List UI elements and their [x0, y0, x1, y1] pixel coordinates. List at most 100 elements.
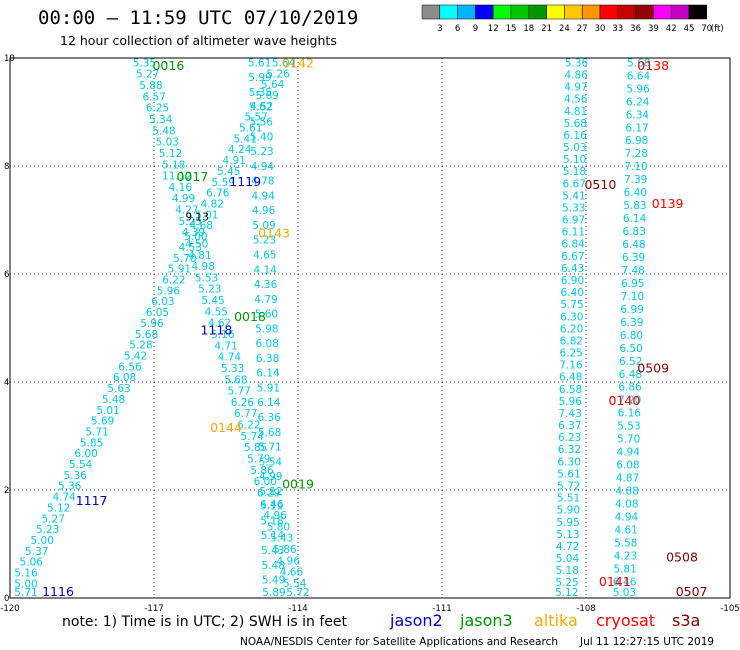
satellite-pass-label: 1117	[76, 493, 108, 508]
swh-value: 5.25	[178, 216, 201, 228]
swh-value: 4.96	[252, 205, 276, 217]
timestamp: Jul 11 12:27:15 UTC 2019	[579, 636, 714, 648]
swh-value: 5.00	[14, 578, 37, 590]
swh-value: 6.48	[622, 239, 645, 251]
colorbar-swatch	[421, 4, 441, 20]
swh-value: 6.16	[563, 130, 587, 142]
swh-value: 5.04	[556, 553, 580, 565]
swh-value: 5.13	[556, 529, 579, 541]
footnote: note: 1) Time is in UTC; 2) SWH is in fe…	[62, 614, 348, 630]
satellite-pass-label: 0508	[666, 550, 698, 565]
colorbar-label: 27	[577, 24, 588, 34]
swh-value: 5.45	[201, 295, 224, 307]
swh-value: 5.51	[557, 493, 580, 505]
swh-value: 4.55	[205, 306, 228, 318]
swh-value: 6.46	[260, 499, 284, 511]
swh-value: 5.75	[560, 299, 583, 311]
swh-value: 5.79	[247, 453, 270, 465]
swh-value: 6.25	[559, 348, 582, 360]
swh-value: 4.23	[614, 550, 637, 562]
colorbar-swatch	[653, 4, 672, 20]
swh-value: 5.16	[211, 329, 235, 341]
colorbar-swatch	[457, 4, 476, 20]
swh-value: 7.10	[624, 161, 647, 173]
swh-value: 5.48	[262, 560, 285, 572]
swh-value: 6.67	[563, 178, 586, 190]
satellite-legend: jason2 jason3 altika cryosat s3a	[389, 611, 700, 630]
swh-value: 5.74	[241, 431, 265, 443]
swh-value: 6.50	[619, 343, 642, 355]
swh-value: 5.83	[623, 200, 646, 212]
swh-value: 4.74	[52, 492, 76, 504]
swh-value: 4.79	[254, 294, 277, 306]
swh-value: 5.68	[135, 329, 158, 341]
swh-value: 4.86	[564, 69, 588, 81]
swh-value: 4.14	[254, 264, 278, 276]
colorbar-label: 15	[506, 24, 517, 34]
colorbar-label: 36	[630, 24, 641, 34]
swh-value: 6.14	[257, 397, 281, 409]
colorbar-label: 39	[648, 24, 659, 34]
legend-entry-jason3: jason3	[459, 611, 513, 630]
swh-value: 5.81	[613, 563, 636, 575]
x-tick-label: -120	[0, 604, 19, 614]
colorbar-label: 6	[455, 24, 460, 34]
x-tick-label: -105	[720, 604, 739, 614]
satellite-pass-label: 0140	[608, 393, 640, 408]
chart-subtitle: 12 hour collection of altimeter wave hei…	[60, 33, 337, 48]
swh-value: 4.08	[615, 498, 638, 510]
swh-value: 4.39	[182, 227, 205, 239]
swh-value: 4.50	[185, 238, 208, 250]
swh-value: 5.03	[156, 137, 179, 149]
y-tick-label: 2	[4, 486, 9, 496]
swh-value: 5.36	[63, 470, 87, 482]
swh-value: 5.98	[255, 323, 278, 335]
colorbar-swatch	[670, 4, 690, 20]
swh-value: 4.24	[228, 144, 252, 156]
swh-value: 6.38	[256, 353, 279, 365]
swh-value: 5.71	[14, 587, 37, 599]
plot-frame	[9, 57, 731, 599]
satellite-pass-label: 0509	[637, 361, 669, 376]
swh-value: 5.23	[250, 146, 273, 158]
swh-value: 6.67	[561, 251, 584, 263]
swh-value: 6.39	[622, 252, 645, 264]
colorbar-swatch	[475, 4, 494, 20]
swh-value: 6.32	[558, 444, 581, 456]
swh-value: 5.58	[614, 537, 637, 549]
swh-value: 5.36	[565, 57, 589, 69]
credit-line: NOAA/NESDIS Center for Satellite Applica…	[240, 636, 558, 648]
swh-value: 4.82	[201, 199, 224, 211]
swh-value: 5.23	[198, 284, 221, 296]
swh-value: 6.98	[625, 135, 648, 147]
swh-value: 5.69	[91, 416, 114, 428]
swh-value: 5.48	[102, 394, 125, 406]
swh-value: 5.42	[124, 350, 147, 362]
swh-value: 4.65	[253, 249, 276, 261]
swh-value: 5.68	[224, 374, 247, 386]
swh-value: 6.14	[623, 213, 647, 225]
swh-value: 7.48	[621, 265, 644, 277]
satellite-pass-label: 0143	[258, 226, 290, 241]
swh-value: 6.17	[625, 122, 648, 134]
swh-value: 5.96	[157, 285, 181, 297]
swh-value: 6.83	[623, 226, 646, 238]
swh-value: 5.63	[107, 383, 130, 395]
swh-value: 6.08	[113, 372, 136, 384]
satellite-pass-label: 0018	[234, 309, 266, 324]
swh-value: 5.25	[555, 577, 578, 589]
swh-value: 6.37	[558, 420, 581, 432]
swh-value: 6.20	[560, 323, 583, 335]
swh-value: 5.60	[255, 309, 278, 321]
swh-value: 4.16	[169, 182, 193, 194]
swh-value: 6.08	[256, 338, 279, 350]
swh-value: 7.28	[625, 148, 648, 160]
satellite-pass-label: 0507	[676, 584, 708, 599]
colorbar-label: 9	[473, 24, 478, 34]
swh-value: 5.23	[36, 524, 59, 536]
swh-value: 7.43	[558, 408, 581, 420]
swh-value: 4.71	[214, 340, 237, 352]
swh-value: 6.97	[562, 215, 585, 227]
swh-value: 5.91	[257, 382, 280, 394]
satellite-pass-label: 0141	[599, 574, 631, 589]
